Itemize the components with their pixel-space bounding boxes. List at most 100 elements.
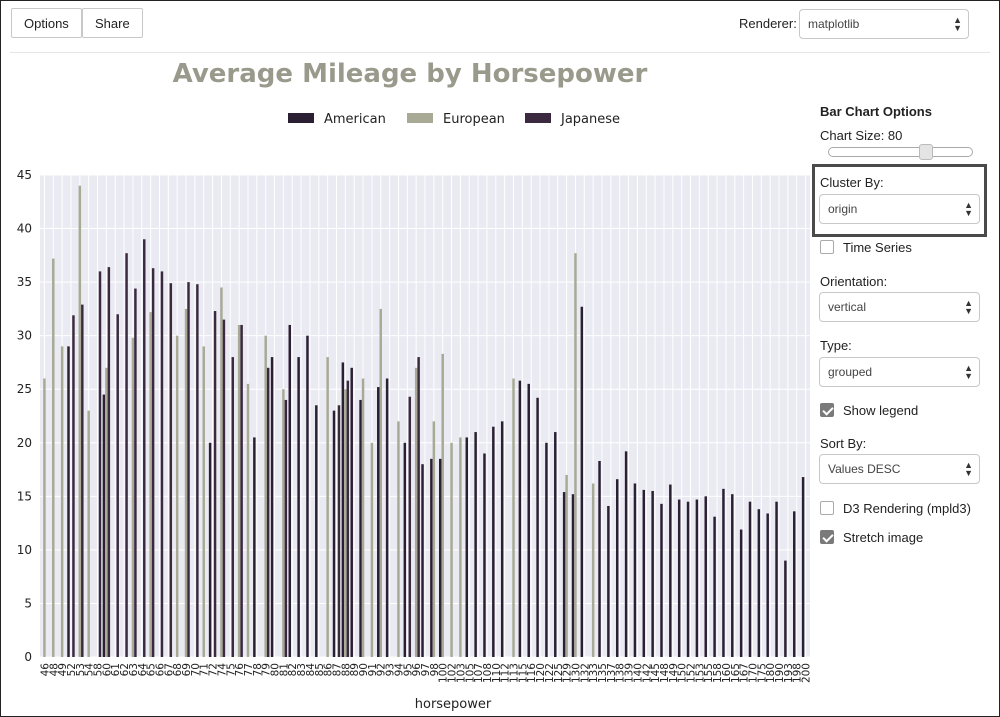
bar-american bbox=[793, 511, 796, 657]
x-tick-label: 71 bbox=[199, 663, 211, 676]
bar-european bbox=[175, 335, 179, 657]
bar-american bbox=[615, 479, 619, 657]
bar-japanese bbox=[125, 253, 128, 658]
bar-japanese bbox=[187, 282, 190, 657]
bar-american bbox=[669, 484, 672, 657]
cluster-by-select[interactable]: origin ▲ ▼ bbox=[819, 194, 980, 224]
bar-european bbox=[220, 287, 223, 657]
stretch-image-label: Stretch image bbox=[843, 530, 924, 545]
bar-american bbox=[430, 458, 433, 657]
chart-size-label: Chart Size: 80 bbox=[820, 128, 903, 143]
y-tick-label: 35 bbox=[17, 275, 32, 289]
x-tick-label: 48 bbox=[48, 663, 60, 676]
cluster-by-value: origin bbox=[828, 202, 858, 216]
bar-american bbox=[739, 529, 743, 657]
x-tick-label: 112 bbox=[500, 663, 512, 683]
time-series-label: Time Series bbox=[843, 240, 912, 255]
bar-japanese bbox=[231, 357, 235, 657]
bar-european bbox=[264, 335, 267, 657]
stretch-image-checkbox[interactable] bbox=[820, 530, 834, 544]
legend-label-american: American bbox=[324, 112, 386, 127]
x-tick-label: 133 bbox=[588, 663, 600, 683]
x-tick-label: 138 bbox=[615, 663, 627, 683]
bar-american bbox=[332, 410, 336, 657]
x-tick-label: 65 bbox=[146, 663, 158, 676]
bar-european bbox=[344, 389, 347, 657]
x-tick-label: 180 bbox=[765, 663, 777, 683]
x-tick-label: 78 bbox=[252, 663, 264, 676]
d3-rendering-label: D3 Rendering (mpld3) bbox=[843, 501, 971, 516]
bar-american bbox=[784, 560, 787, 657]
show-legend-checkbox[interactable] bbox=[820, 403, 834, 417]
bar-american bbox=[492, 426, 495, 657]
y-tick-label: 10 bbox=[17, 543, 32, 557]
x-tick-label: 80 bbox=[270, 663, 282, 676]
legend-swatch-european bbox=[407, 113, 433, 123]
x-tick-label: 95 bbox=[402, 663, 414, 676]
chevron-updown-icon: ▲ ▼ bbox=[964, 200, 973, 218]
share-button[interactable]: Share bbox=[82, 8, 143, 38]
bar-european bbox=[379, 308, 382, 657]
x-tick-label: 140 bbox=[632, 663, 644, 683]
bar-american bbox=[571, 494, 575, 657]
bar-american bbox=[660, 503, 663, 657]
type-value: grouped bbox=[828, 365, 873, 379]
bar-american bbox=[775, 501, 778, 657]
renderer-select[interactable]: matplotlib ▲ ▼ bbox=[799, 9, 969, 39]
x-tick-label: 198 bbox=[792, 663, 804, 683]
options-button[interactable]: Options bbox=[11, 8, 82, 38]
bar-american bbox=[474, 432, 477, 657]
orientation-select[interactable]: vertical ▲ ▼ bbox=[819, 292, 980, 322]
y-tick-label: 0 bbox=[24, 650, 32, 664]
x-tick-label: 85 bbox=[314, 663, 326, 676]
bar-american bbox=[306, 335, 309, 657]
type-select[interactable]: grouped ▲ ▼ bbox=[819, 357, 980, 387]
bar-american bbox=[695, 499, 699, 657]
x-tick-label: 107 bbox=[473, 663, 485, 683]
x-tick-label: 87 bbox=[331, 663, 343, 676]
bar-american bbox=[359, 399, 362, 657]
bar-american bbox=[757, 509, 761, 657]
x-tick-label: 54 bbox=[84, 663, 96, 677]
x-tick-label: 91 bbox=[367, 663, 379, 676]
chart-size-slider[interactable] bbox=[828, 147, 973, 157]
orientation-label: Orientation: bbox=[820, 274, 888, 289]
bar-japanese bbox=[151, 268, 155, 657]
chart-size-slider-thumb[interactable] bbox=[918, 144, 933, 160]
bar-american bbox=[350, 367, 353, 657]
bar-european bbox=[105, 367, 108, 657]
x-tick-label: 77 bbox=[243, 663, 255, 676]
bar-japanese bbox=[196, 284, 199, 657]
x-tick-label: 110 bbox=[491, 663, 503, 683]
x-tick-label: 62 bbox=[119, 663, 131, 676]
x-tick-label: 93 bbox=[385, 663, 397, 676]
y-tick-label: 25 bbox=[17, 382, 32, 396]
type-label: Type: bbox=[820, 338, 852, 353]
d3-rendering-checkbox[interactable] bbox=[820, 501, 834, 515]
bar-japanese bbox=[107, 267, 111, 657]
x-tick-label: 79 bbox=[261, 663, 273, 676]
chevron-updown-icon: ▲ ▼ bbox=[953, 15, 962, 33]
bar-european bbox=[60, 346, 64, 657]
time-series-checkbox[interactable] bbox=[820, 240, 834, 254]
sort-by-select[interactable]: Values DESC ▲ ▼ bbox=[819, 454, 980, 484]
bar-japanese bbox=[143, 239, 146, 657]
chevron-updown-icon: ▲ ▼ bbox=[964, 363, 973, 381]
bar-american bbox=[722, 488, 725, 657]
bar-american bbox=[288, 324, 292, 657]
toolbar-divider bbox=[10, 52, 990, 53]
x-tick-label: 49 bbox=[57, 663, 69, 676]
bar-american bbox=[766, 513, 769, 657]
bar-american bbox=[624, 451, 628, 657]
bar-european bbox=[237, 324, 241, 657]
renderer-label: Renderer: bbox=[739, 16, 797, 31]
cluster-by-label: Cluster By: bbox=[820, 175, 884, 190]
y-tick-label: 45 bbox=[17, 168, 32, 182]
bar-american bbox=[102, 394, 106, 657]
x-tick-label: 130 bbox=[570, 663, 582, 683]
bar-japanese bbox=[81, 304, 84, 657]
legend-label-japanese: Japanese bbox=[560, 112, 620, 127]
bar-japanese bbox=[337, 405, 341, 657]
bar-european bbox=[78, 185, 82, 657]
bar-japanese bbox=[98, 271, 102, 657]
